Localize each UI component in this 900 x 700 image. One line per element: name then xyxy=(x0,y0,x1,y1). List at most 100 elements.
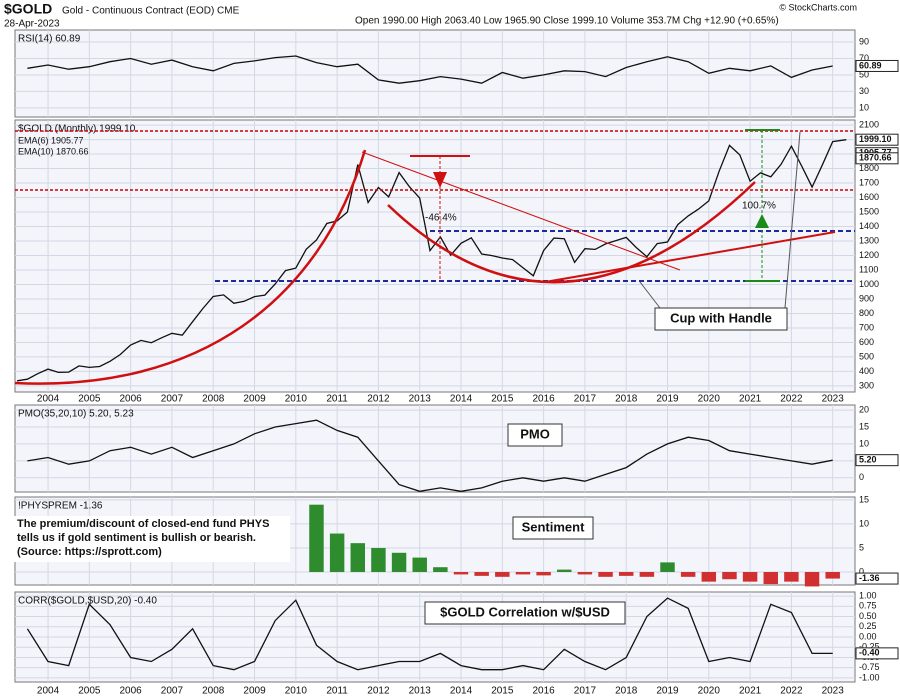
note-line: (Source: https://sprott.com) xyxy=(17,546,162,558)
y-tick-label: 0.75 xyxy=(859,601,877,611)
y-tick-label: 0.25 xyxy=(859,621,877,631)
y-tick-label: 1400 xyxy=(859,221,879,231)
x-tick-label: 2015 xyxy=(491,686,514,697)
bar xyxy=(453,572,469,575)
panel-bg xyxy=(14,29,856,118)
x-tick-label: 2008 xyxy=(202,394,225,405)
x-tick-label: 2004 xyxy=(37,686,60,697)
y-tick-label: 15 xyxy=(859,421,869,431)
annotation: 100.7% xyxy=(742,201,776,212)
date: 28-Apr-2023 xyxy=(4,19,60,30)
y-tick-label: 1800 xyxy=(859,163,879,173)
bar xyxy=(433,567,448,573)
value-tag xyxy=(855,133,899,146)
bar xyxy=(371,547,386,573)
callout-box xyxy=(507,423,563,447)
legend-entry: RSI(14) 60.89 xyxy=(18,34,81,45)
x-tick-label: 2023 xyxy=(822,394,845,405)
callout-box xyxy=(512,516,594,540)
bar xyxy=(474,572,489,576)
y-tick-label: -1.00 xyxy=(859,672,880,682)
bar xyxy=(391,552,407,573)
header: $GOLD Gold - Continuous Contract (EOD) C… xyxy=(4,1,857,30)
callout-box xyxy=(654,307,788,331)
x-tick-label: 2013 xyxy=(409,394,432,405)
legend-note: EMA(10) 1870.66 xyxy=(18,146,89,156)
x-tick-label: 2019 xyxy=(656,686,679,697)
value-tag-label: 1999.10 xyxy=(859,134,892,144)
bar xyxy=(329,533,345,573)
bar xyxy=(412,557,427,573)
bar xyxy=(557,569,572,573)
y-tick-label: 2100 xyxy=(859,119,879,129)
x-tick-label: 2022 xyxy=(780,394,803,405)
legend-entry: !PHYSPREM -1.36 xyxy=(18,501,103,512)
y-tick-label: 0.00 xyxy=(859,631,877,641)
y-tick-label: 1700 xyxy=(859,177,879,187)
bar xyxy=(784,572,799,582)
bar xyxy=(639,572,655,577)
y-tick-label: 30 xyxy=(859,86,869,96)
value-tag xyxy=(855,647,899,660)
value-tag-label: 60.89 xyxy=(859,60,882,70)
x-tick-label: 2008 xyxy=(202,686,225,697)
x-tick-label: 2006 xyxy=(120,394,143,405)
bar xyxy=(577,572,593,575)
value-tag xyxy=(855,572,899,585)
credit: © StockCharts.com xyxy=(779,2,857,12)
panel-bg xyxy=(14,119,856,393)
x-tick-label: 2020 xyxy=(698,686,721,697)
trend-curve xyxy=(14,149,367,385)
value-tag-label: 1870.66 xyxy=(859,153,892,163)
y-tick-label: 15 xyxy=(859,494,869,504)
cup-curve xyxy=(387,181,756,284)
x-tick-label: 2018 xyxy=(615,394,638,405)
y-tick-label: 300 xyxy=(859,380,874,390)
bar xyxy=(618,572,634,576)
y-tick-label: 50 xyxy=(859,69,869,79)
bar xyxy=(825,572,840,579)
x-tick-label: 2005 xyxy=(78,686,101,697)
x-tick-label: 2015 xyxy=(491,394,514,405)
annotation: -46.4% xyxy=(425,213,457,224)
note-line: tells us if gold sentiment is bullish or… xyxy=(17,532,256,544)
y-tick-label: 1300 xyxy=(859,235,879,245)
x-tick-label: 2007 xyxy=(161,394,184,405)
bar xyxy=(536,572,551,576)
bar xyxy=(722,572,737,580)
y-tick-label: 900 xyxy=(859,293,874,303)
down-trendline xyxy=(361,151,681,271)
annotation: Cup with Handle xyxy=(670,310,772,325)
y-tick-label: 10 xyxy=(859,518,869,528)
x-tick-label: 2006 xyxy=(120,686,143,697)
bar xyxy=(495,572,510,577)
up-arrow xyxy=(755,214,769,228)
x-tick-label: 2010 xyxy=(285,686,308,697)
y-tick-label: 800 xyxy=(859,308,874,318)
x-tick-label: 2012 xyxy=(367,394,390,405)
x-tick-label: 2005 xyxy=(78,394,101,405)
x-tick-label: 2010 xyxy=(285,394,308,405)
x-tick-label: 2012 xyxy=(367,686,390,697)
y-tick-label: 20 xyxy=(859,404,869,414)
series-line xyxy=(27,419,833,492)
x-tick-label: 2017 xyxy=(574,686,597,697)
quote: Open 1990.00 High 2063.40 Low 1965.90 Cl… xyxy=(355,16,779,27)
value-tag xyxy=(855,454,899,467)
y-tick-label: 5 xyxy=(859,542,864,552)
y-tick-label: 0.50 xyxy=(859,611,877,621)
x-tick-label: 2019 xyxy=(656,394,679,405)
x-tick-label: 2021 xyxy=(739,686,762,697)
instrument-name: Gold - Continuous Contract (EOD) CME xyxy=(62,6,240,17)
note-box xyxy=(14,516,290,562)
y-tick-label: 600 xyxy=(859,337,874,347)
callout-box xyxy=(424,601,626,625)
y-tick-label: 1500 xyxy=(859,206,879,216)
symbol: $GOLD xyxy=(4,1,52,17)
value-tag xyxy=(855,152,899,165)
bar xyxy=(350,543,365,573)
y-tick-label: 10 xyxy=(859,438,869,448)
x-tick-label: 2023 xyxy=(822,686,845,697)
x-tick-label: 2013 xyxy=(409,686,432,697)
